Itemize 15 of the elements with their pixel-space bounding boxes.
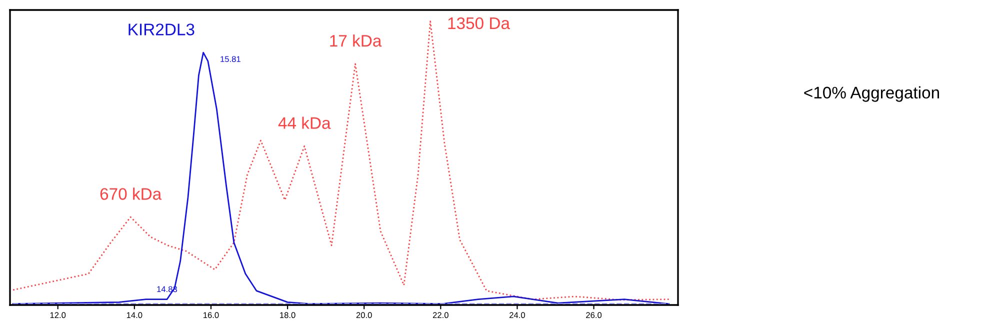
x-tick-label: 16.0 [204,312,219,318]
x-tick-label: 14.0 [126,312,142,318]
x-tick-label: 22.0 [432,312,448,318]
annotation: 17 kDa [330,34,382,47]
x-tick-label: 12.0 [50,312,66,318]
x-tick-label: 20.0 [356,312,372,318]
x-tick-label: 26.0 [586,312,602,318]
annotation: 44 kDa [278,116,331,129]
annotation: 15.81 [220,56,240,62]
series-label: KIR2DL3 [128,24,194,36]
annotation: 670 kDa [100,188,162,200]
annotation: 1350 Da [448,17,510,30]
x-tick-label: 18.0 [280,312,296,318]
x-tick-label: 24.0 [510,312,526,318]
text: <10% Aggregation [804,86,939,102]
